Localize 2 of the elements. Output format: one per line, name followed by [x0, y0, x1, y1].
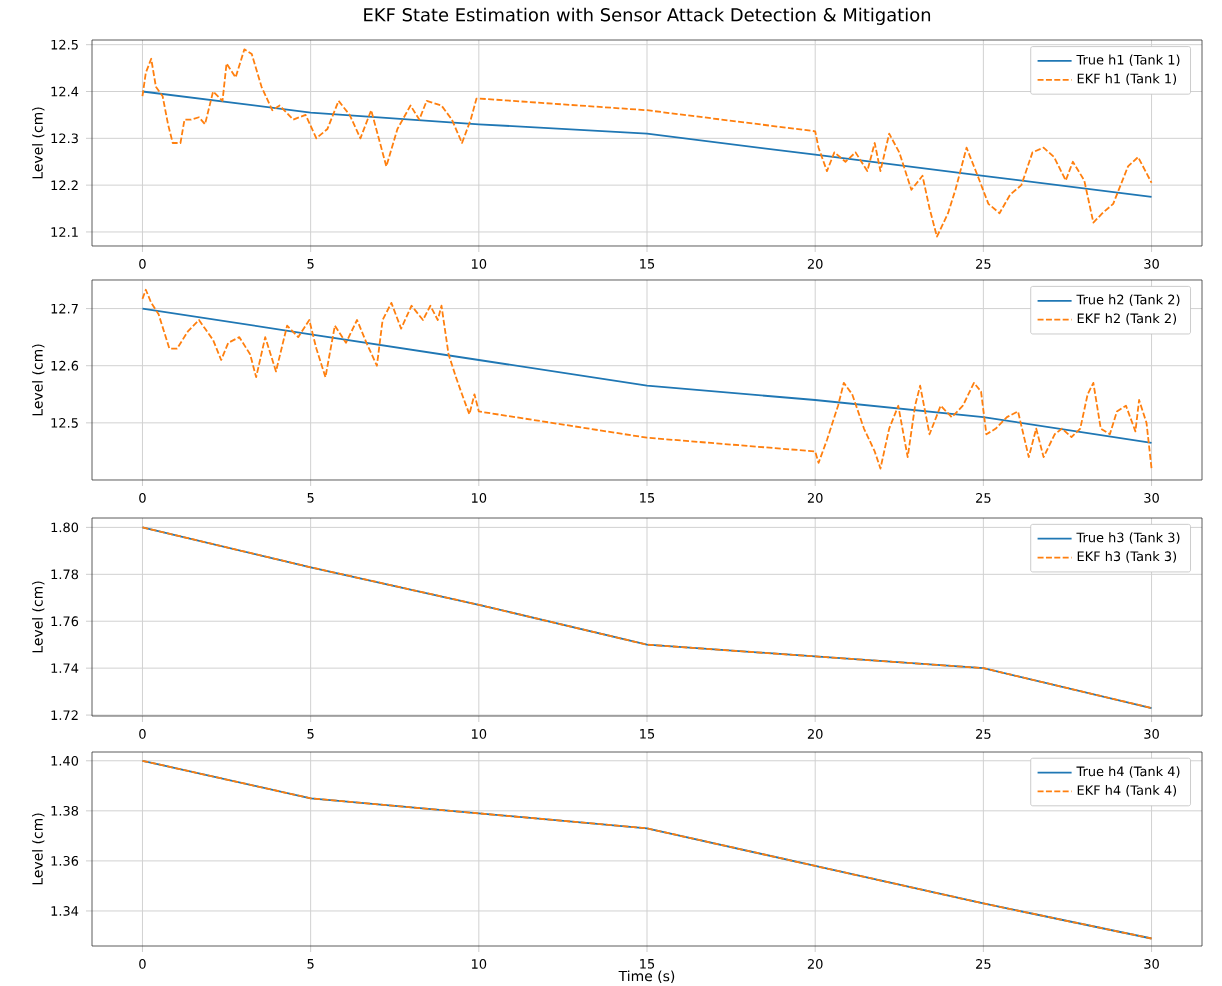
chart-title: EKF State Estimation with Sensor Attack Detection & Mitigation [364, 7, 931, 25]
line-series [141, 90, 1153, 198]
